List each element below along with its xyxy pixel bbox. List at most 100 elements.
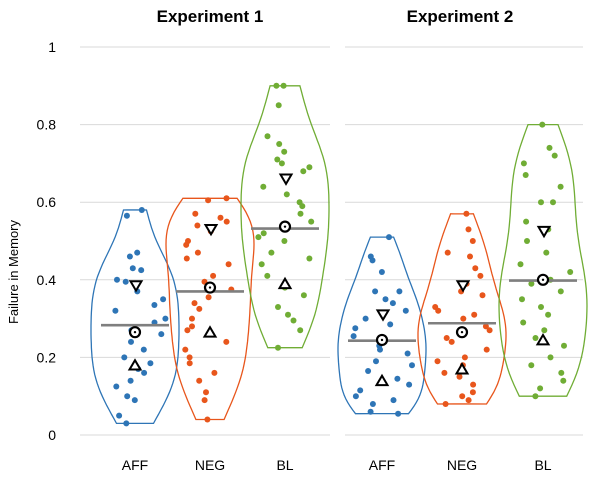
data-point bbox=[186, 360, 193, 367]
data-point bbox=[123, 212, 130, 219]
median-marker-dot bbox=[541, 278, 545, 281]
violin-outline bbox=[337, 236, 427, 415]
data-point bbox=[541, 327, 548, 334]
data-point bbox=[477, 272, 484, 279]
data-point bbox=[275, 304, 281, 310]
data-point bbox=[124, 393, 131, 400]
data-point bbox=[126, 253, 133, 260]
data-point bbox=[362, 315, 369, 322]
data-point bbox=[116, 412, 123, 419]
data-point bbox=[189, 323, 195, 330]
data-point bbox=[467, 253, 473, 260]
lower-marker-triangle bbox=[127, 358, 143, 371]
data-point bbox=[306, 164, 313, 171]
data-point bbox=[147, 360, 154, 367]
category-label: NEG bbox=[447, 457, 477, 473]
data-point bbox=[273, 82, 280, 89]
data-point bbox=[557, 183, 564, 190]
data-point bbox=[456, 373, 463, 380]
data-point bbox=[138, 207, 145, 213]
data-point bbox=[469, 389, 476, 396]
data-point bbox=[121, 354, 128, 361]
category-label: AFF bbox=[369, 457, 395, 473]
data-point bbox=[546, 144, 553, 151]
data-point bbox=[300, 292, 307, 299]
data-point bbox=[382, 296, 389, 303]
data-point bbox=[196, 305, 203, 312]
data-point bbox=[299, 203, 306, 210]
data-point bbox=[394, 375, 401, 382]
data-point bbox=[409, 362, 415, 369]
data-point bbox=[396, 288, 403, 295]
data-point bbox=[538, 304, 544, 310]
data-point bbox=[522, 172, 529, 178]
violin-outline bbox=[498, 123, 588, 397]
data-point bbox=[203, 389, 209, 396]
data-point bbox=[557, 288, 564, 295]
data-point bbox=[550, 199, 556, 206]
median-marker-dot bbox=[460, 330, 464, 334]
y-tick-label: 0.2 bbox=[37, 349, 57, 365]
panel-title-1: Experiment 1 bbox=[157, 7, 264, 26]
data-point bbox=[545, 311, 552, 318]
data-point bbox=[281, 238, 288, 244]
panel-titles: Experiment 1 Experiment 2 bbox=[157, 7, 514, 26]
data-point bbox=[123, 420, 130, 427]
data-point bbox=[182, 346, 189, 353]
data-point bbox=[223, 195, 230, 202]
upper-marker-triangle bbox=[536, 225, 552, 239]
data-point bbox=[275, 344, 281, 351]
data-point bbox=[532, 335, 539, 341]
data-point bbox=[386, 234, 392, 241]
upper-marker-triangle bbox=[455, 280, 471, 293]
data-point bbox=[276, 141, 283, 147]
data-point bbox=[387, 321, 394, 328]
data-point bbox=[225, 261, 232, 268]
data-point bbox=[278, 160, 285, 167]
data-point bbox=[138, 267, 145, 274]
data-point bbox=[297, 210, 304, 217]
data-point bbox=[532, 393, 539, 400]
data-point bbox=[160, 296, 167, 303]
data-point bbox=[519, 296, 525, 303]
data-point bbox=[210, 272, 217, 279]
lower-marker-triangle bbox=[374, 373, 390, 387]
lower-marker-triangle bbox=[535, 333, 551, 346]
data-point bbox=[369, 401, 376, 407]
violin-neg-exp1 bbox=[165, 195, 255, 423]
violin-neg-exp2 bbox=[417, 210, 507, 407]
data-point bbox=[434, 358, 441, 365]
median-marker-dot bbox=[208, 286, 212, 289]
data-point bbox=[260, 230, 267, 237]
data-point bbox=[537, 385, 544, 392]
data-point bbox=[189, 315, 195, 322]
data-point bbox=[441, 369, 448, 376]
data-point bbox=[151, 302, 158, 308]
data-point bbox=[443, 335, 450, 341]
data-point bbox=[471, 311, 478, 318]
data-point bbox=[183, 255, 190, 262]
data-point bbox=[520, 160, 527, 167]
data-point bbox=[268, 249, 275, 256]
data-point bbox=[205, 197, 212, 204]
violins: AFF NEG BL AFF NEG BL bbox=[90, 82, 588, 473]
data-point bbox=[194, 249, 201, 256]
data-point bbox=[460, 315, 467, 322]
data-point bbox=[404, 350, 411, 357]
data-point bbox=[264, 133, 271, 140]
data-point bbox=[114, 276, 120, 283]
data-point bbox=[258, 261, 265, 268]
data-point bbox=[372, 288, 379, 295]
data-point bbox=[194, 222, 201, 229]
data-point bbox=[479, 292, 486, 299]
violin-aff-exp1 bbox=[90, 207, 180, 427]
violin-outline bbox=[165, 197, 255, 421]
data-point bbox=[217, 214, 224, 221]
violin-outline bbox=[240, 85, 330, 349]
data-point bbox=[141, 369, 148, 376]
data-point bbox=[260, 183, 267, 190]
data-point bbox=[128, 338, 134, 345]
median-marker-dot bbox=[380, 338, 384, 342]
data-point bbox=[560, 377, 567, 384]
